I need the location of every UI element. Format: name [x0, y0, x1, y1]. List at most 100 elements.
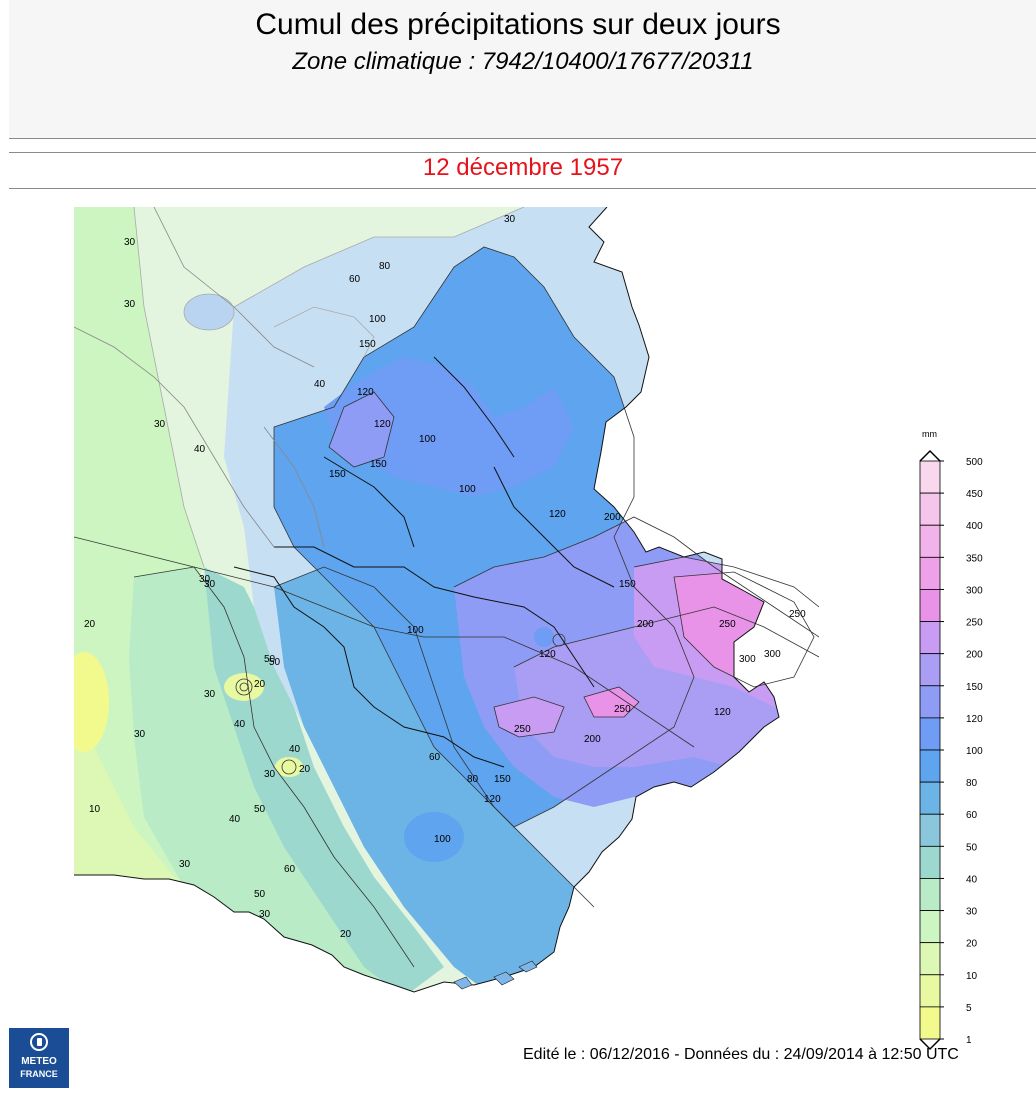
legend-label: 450 [966, 489, 983, 500]
field-120-north [324, 357, 574, 497]
contour-label: 100 [369, 314, 386, 325]
legend-band [919, 556, 941, 590]
contour-label: 200 [637, 619, 654, 630]
department-borders [74, 207, 325, 548]
field-250-south [494, 697, 564, 737]
contour-label: 120 [539, 649, 556, 660]
contour-label: 60 [349, 274, 361, 285]
contour-label: 250 [514, 724, 531, 735]
field-20-center-west [224, 673, 264, 701]
contour-label: 30 [204, 689, 216, 700]
legend-band [919, 974, 941, 1008]
map-subtitle: Zone climatique : 7942/10400/17677/20311 [292, 48, 754, 75]
contour-label: 50 [269, 657, 281, 668]
legend-label: 30 [966, 907, 978, 918]
legend-arrows [919, 449, 941, 1051]
contour-label: 30 [264, 769, 276, 780]
contour-label: 30 [124, 237, 136, 248]
contour-label: 100 [459, 484, 476, 495]
legend-label: 150 [966, 682, 983, 693]
contour-label: 120 [549, 509, 566, 520]
event-date: 12 décembre 1957 [422, 154, 624, 181]
legend-band [919, 685, 941, 719]
legend-band [919, 749, 941, 783]
edition-footer: Edité le : 06/12/2016 - Données du : 24/… [523, 1046, 959, 1063]
contour-labels: 30 30 60 80 100 150 120 120 150 150 100 … [84, 214, 806, 940]
color-legend: mm 5004504003503002502001501201008060504… [919, 429, 983, 1051]
contour-label: 100 [434, 834, 451, 845]
legend-label: 200 [966, 650, 983, 661]
contour-label: 30 [154, 419, 166, 430]
field-150-north [329, 392, 394, 467]
contour-label: 30 [199, 574, 211, 585]
contour-label: 150 [359, 339, 376, 350]
field-120-center [534, 627, 554, 647]
coastline-and-borders [74, 207, 780, 993]
legend-label: 5 [966, 1003, 972, 1014]
contour-label: 300 [739, 654, 756, 665]
contour-label: 40 [234, 719, 246, 730]
legend-label: 1 [966, 1035, 972, 1046]
legend-band [919, 813, 941, 847]
logo-text-line2: FRANCE [20, 1069, 58, 1079]
meteo-france-logo: METEO FRANCE [9, 1028, 69, 1088]
legend-band [919, 717, 941, 751]
map-title: Cumul des précipitations sur deux jours [255, 8, 781, 41]
contour-label: 60 [429, 752, 441, 763]
contour-label: 30 [204, 579, 216, 590]
legend-label: 60 [966, 810, 978, 821]
contour-label: 50 [264, 654, 276, 665]
legend-band [919, 1006, 941, 1040]
field-50 [204, 567, 444, 992]
field-80 [274, 567, 594, 992]
legend-label: 80 [966, 778, 978, 789]
contour-label: 120 [374, 419, 391, 430]
legend-label: 500 [966, 457, 983, 468]
header-panel [9, 0, 1036, 139]
contour-label: 40 [194, 444, 206, 455]
legend-band [919, 845, 941, 879]
contour-label: 120 [357, 387, 374, 398]
legend-label: 120 [966, 714, 983, 725]
field-60-west [184, 294, 234, 330]
legend-band [919, 524, 941, 558]
legend-label: 50 [966, 842, 978, 853]
legend-label: 100 [966, 746, 983, 757]
precipitation-map: 30 30 60 80 100 150 120 120 150 150 100 … [74, 207, 819, 993]
contour-label: 150 [619, 579, 636, 590]
contour-label: 250 [719, 619, 736, 630]
contour-label: 200 [584, 734, 601, 745]
contour-label: 120 [484, 794, 501, 805]
contour-label: 250 [614, 704, 631, 715]
date-band [9, 152, 1036, 189]
legend-band [919, 942, 941, 976]
island [493, 971, 515, 986]
contour-label: 40 [289, 744, 301, 755]
legend-band [919, 781, 941, 815]
contour-label: 300 [764, 649, 781, 660]
contour-label: 20 [299, 764, 311, 775]
precipitation-fields [74, 207, 779, 992]
contour-label: 30 [259, 909, 271, 920]
field-5-west [74, 652, 109, 752]
contour-label: 20 [84, 619, 96, 630]
contour-label: 30 [179, 859, 191, 870]
field-20-south-west [275, 757, 303, 777]
logo-mark-icon [30, 1033, 48, 1051]
contour-label: 150 [329, 469, 346, 480]
field-300 [674, 572, 779, 687]
contour-label: 40 [314, 379, 326, 390]
legend-label: 20 [966, 939, 978, 950]
field-300-center [584, 687, 639, 717]
contour-label: 40 [229, 814, 241, 825]
contour-label: 100 [419, 434, 436, 445]
logo-text-line1: METEO [21, 1056, 57, 1067]
legend-label: 350 [966, 553, 983, 564]
contour-label: 250 [789, 609, 806, 620]
legend-band [919, 910, 941, 944]
contour-label: 10 [89, 804, 101, 815]
field-100-south [404, 812, 464, 862]
contour-label: 20 [254, 679, 266, 690]
contour-label: 30 [134, 729, 146, 740]
contour-label: 80 [467, 774, 479, 785]
